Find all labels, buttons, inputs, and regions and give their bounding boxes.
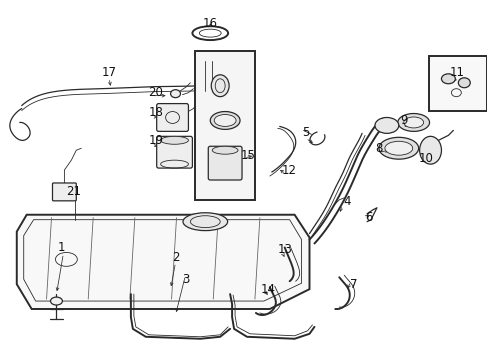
Ellipse shape — [457, 78, 469, 88]
Ellipse shape — [378, 137, 418, 159]
Ellipse shape — [161, 136, 188, 144]
Text: 10: 10 — [418, 152, 433, 165]
Polygon shape — [17, 215, 309, 309]
Text: 7: 7 — [350, 278, 357, 291]
FancyBboxPatch shape — [208, 146, 242, 180]
Ellipse shape — [374, 117, 398, 133]
Text: 4: 4 — [343, 195, 350, 208]
Text: 5: 5 — [301, 126, 308, 139]
FancyBboxPatch shape — [52, 183, 76, 201]
Ellipse shape — [50, 297, 62, 305]
Ellipse shape — [183, 213, 227, 231]
Ellipse shape — [403, 117, 423, 128]
Text: 17: 17 — [102, 66, 116, 79]
Bar — [195, 51, 254, 200]
Text: 15: 15 — [240, 149, 255, 162]
Ellipse shape — [214, 114, 236, 126]
Ellipse shape — [397, 113, 428, 131]
Text: 9: 9 — [399, 114, 407, 127]
Ellipse shape — [441, 74, 454, 84]
Bar — [427, 56, 486, 111]
Text: 12: 12 — [282, 163, 297, 176]
Text: 16: 16 — [203, 17, 217, 30]
Ellipse shape — [419, 136, 441, 164]
Ellipse shape — [212, 146, 238, 154]
FancyBboxPatch shape — [156, 104, 188, 131]
Text: 11: 11 — [449, 66, 464, 79]
Text: 3: 3 — [182, 273, 189, 286]
Text: 21: 21 — [66, 185, 81, 198]
Text: 20: 20 — [148, 86, 163, 99]
Text: 19: 19 — [148, 134, 163, 147]
Ellipse shape — [211, 75, 229, 96]
Text: 2: 2 — [171, 251, 179, 264]
Text: 1: 1 — [58, 241, 65, 254]
Ellipse shape — [384, 141, 412, 155]
Text: 8: 8 — [374, 142, 382, 155]
Ellipse shape — [210, 112, 240, 129]
Text: 14: 14 — [260, 283, 275, 296]
FancyBboxPatch shape — [156, 136, 192, 168]
Text: 6: 6 — [365, 211, 372, 224]
Text: 13: 13 — [277, 243, 291, 256]
Ellipse shape — [170, 90, 180, 98]
Text: 18: 18 — [148, 106, 163, 119]
